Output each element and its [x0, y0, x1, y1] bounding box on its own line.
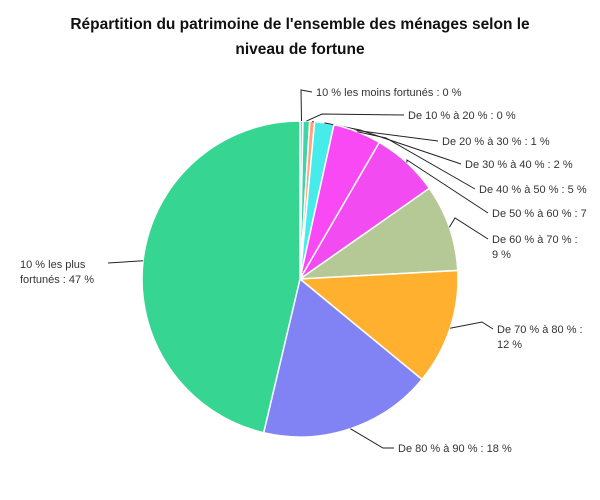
slice-label-8-line-2: 12 % — [497, 339, 522, 351]
slice-label-10-line-1: 10 % les plus — [20, 259, 86, 271]
slice-label-6: De 50 % à 60 % : 7 — [492, 208, 587, 220]
slice-label-2: De 10 % à 20 % : 0 % — [408, 110, 516, 122]
slice-label-9: De 80 % à 90 % : 18 % — [398, 443, 512, 455]
slice-label-1: 10 % les moins fortunés : 0 % — [316, 87, 462, 99]
chart-title-line-2: niveau de fortune — [235, 41, 365, 58]
slice-label-4: De 30 % à 40 % : 2 % — [465, 159, 573, 171]
slice-label-10-line-2: fortunés : 47 % — [20, 274, 94, 286]
connector-line-6 — [406, 159, 489, 214]
slice-label-5: De 40 % à 50 % : 5 % — [479, 184, 587, 196]
connector-line-10 — [107, 260, 144, 264]
slice-label-3: De 20 % à 30 % : 1 % — [442, 136, 550, 148]
slice-label-7-line-2: 9 % — [492, 249, 511, 261]
chart-title-line-1: Répartition du patrimoine de l'ensemble … — [70, 16, 530, 33]
chart-title: Répartition du patrimoine de l'ensemble … — [0, 12, 600, 62]
connector-line-1 — [300, 89, 313, 122]
pie-slice-7[interactable] — [297, 187, 459, 280]
connector-line-5 — [357, 131, 476, 190]
connector-line-9 — [350, 428, 394, 449]
connector-line-2 — [306, 113, 405, 122]
connector-line-8 — [450, 321, 494, 330]
pie-slice-9[interactable] — [262, 277, 424, 438]
slice-label-7-line-1: De 60 % à 70 % : — [492, 234, 578, 246]
slice-label-8-line-1: De 70 % à 80 % : — [497, 324, 583, 336]
connector-line-7 — [448, 217, 489, 240]
